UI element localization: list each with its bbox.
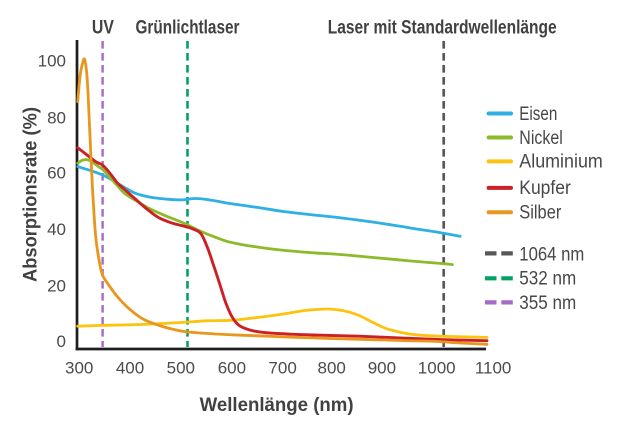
svg-text:900: 900: [368, 359, 396, 378]
svg-text:Silber: Silber: [519, 203, 562, 224]
svg-text:1100: 1100: [475, 359, 512, 378]
svg-text:400: 400: [116, 359, 144, 378]
svg-text:100: 100: [38, 52, 66, 71]
svg-text:600: 600: [218, 359, 246, 378]
svg-text:40: 40: [47, 220, 66, 239]
svg-text:0: 0: [57, 332, 66, 351]
svg-text:700: 700: [268, 359, 296, 378]
svg-text:Nickel: Nickel: [519, 128, 563, 149]
svg-text:355 nm: 355 nm: [519, 293, 576, 314]
svg-text:1000: 1000: [418, 359, 456, 378]
svg-text:Eisen: Eisen: [519, 104, 557, 125]
svg-text:Grünlichtlaser: Grünlichtlaser: [136, 18, 240, 39]
svg-text:UV: UV: [92, 18, 114, 39]
svg-text:80: 80: [47, 108, 66, 127]
svg-text:Wellenlänge (nm): Wellenlänge (nm): [200, 395, 354, 416]
svg-text:500: 500: [167, 359, 195, 378]
svg-text:1064 nm: 1064 nm: [519, 245, 584, 266]
svg-text:800: 800: [318, 359, 346, 378]
svg-text:60: 60: [47, 164, 66, 183]
svg-text:Absorptionsrate (%): Absorptionsrate (%): [21, 107, 42, 282]
svg-text:20: 20: [47, 277, 66, 296]
svg-text:Laser mit Standardwellenlänge: Laser mit Standardwellenlänge: [328, 18, 557, 39]
svg-text:Kupfer: Kupfer: [519, 178, 571, 199]
svg-text:532 nm: 532 nm: [519, 269, 576, 290]
svg-text:Aluminium: Aluminium: [519, 152, 603, 173]
svg-text:300: 300: [65, 359, 93, 378]
